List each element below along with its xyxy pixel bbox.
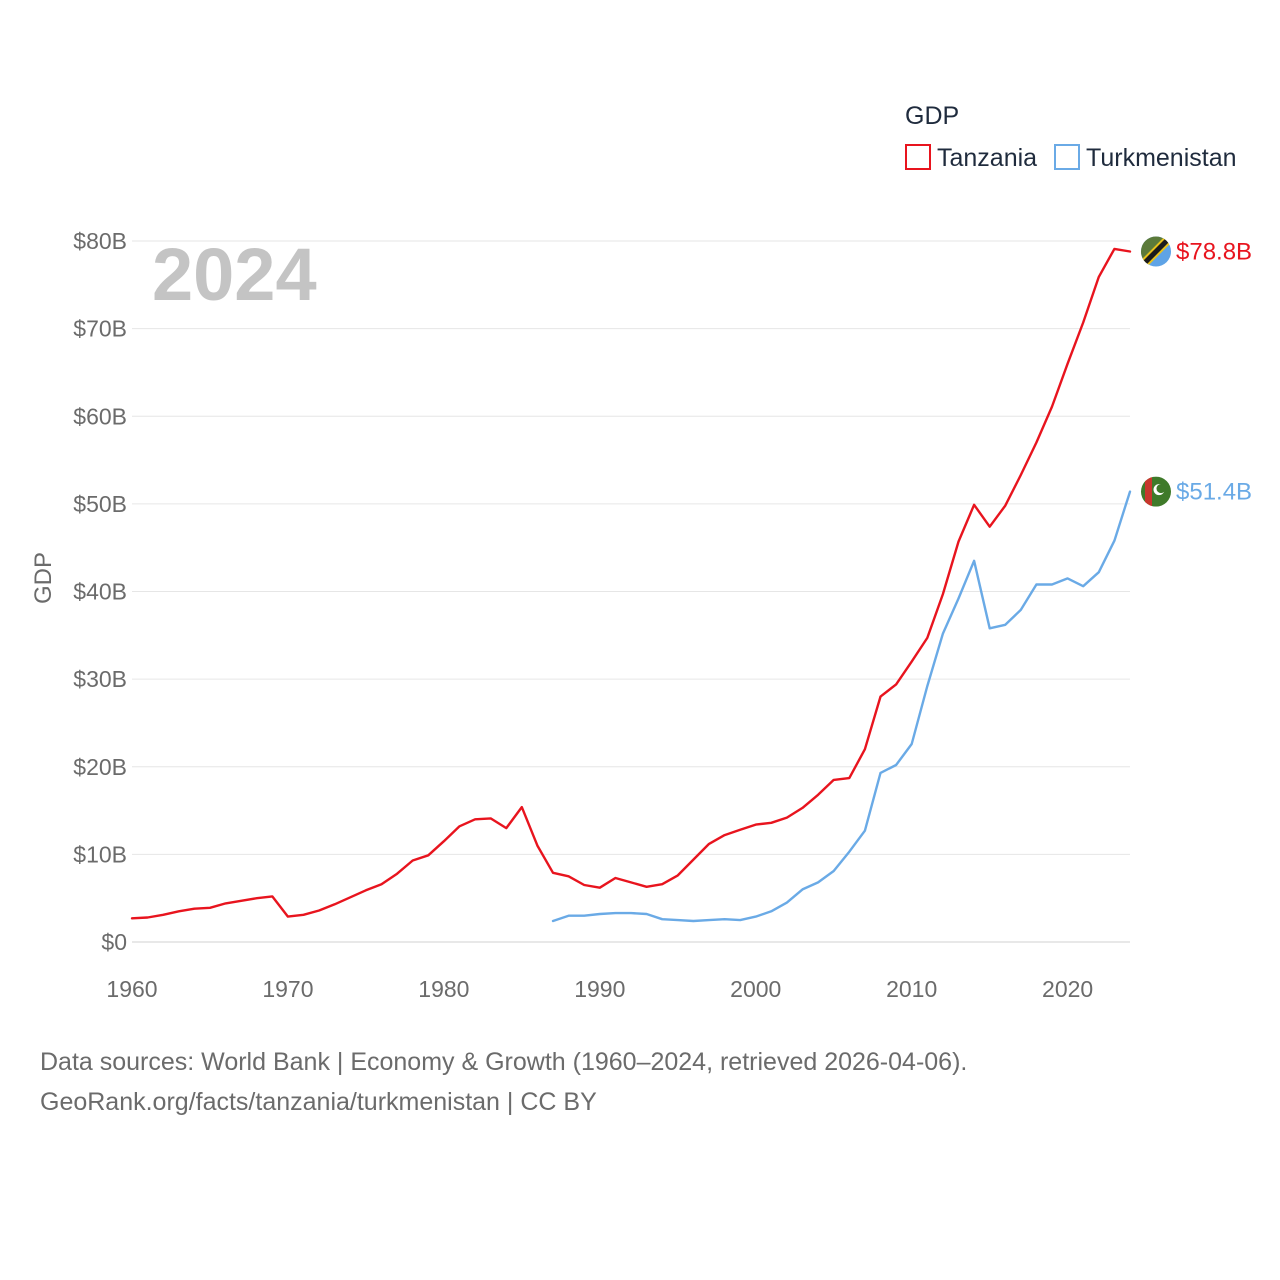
y-tick-label: $10B: [73, 841, 127, 867]
legend-swatch-turkmenistan: [1054, 144, 1080, 170]
flag-fill: [1141, 476, 1171, 507]
legend-item-tanzania[interactable]: Tanzania: [905, 144, 1037, 172]
x-tick-label: 1990: [574, 976, 625, 1002]
y-tick-label: $70B: [73, 316, 127, 342]
legend-label-turkmenistan: Turkmenistan: [1086, 144, 1237, 172]
legend: GDP Tanzania Turkmenistan: [905, 102, 1237, 172]
y-axis-title: GDP: [30, 552, 57, 604]
x-tick-label: 1960: [106, 976, 157, 1002]
y-tick-label: $60B: [73, 403, 127, 429]
end-value-label-turkmenistan: $51.4B: [1176, 479, 1252, 506]
gdp-line-chart: $0 $10B $20B $30B $40B $50B $60B $70B $80B 1960 19…: [30, 102, 1252, 1002]
y-tick-label: $50B: [73, 491, 127, 517]
source-url-line: GeoRank.org/facts/tanzania/turkmenistan …: [40, 1088, 597, 1116]
y-tick-label: $80B: [73, 228, 127, 254]
y-tick-label: $0: [101, 929, 127, 955]
legend-title: GDP: [905, 102, 959, 130]
x-tick-label: 2000: [730, 976, 781, 1002]
turkmenistan-flag-icon: [1141, 476, 1171, 507]
flag-crescent-cut: [1156, 484, 1166, 494]
y-tick-label: $20B: [73, 754, 127, 780]
year-watermark: 2024: [152, 233, 317, 316]
y-tick-label: $30B: [73, 666, 127, 692]
end-markers: $78.8B $51.4B: [1141, 236, 1252, 507]
tanzania-flag-icon: [1141, 236, 1171, 267]
series-line-turkmenistan: [551, 490, 1132, 923]
x-tick-label: 1980: [418, 976, 469, 1002]
source-line: Data sources: World Bank | Economy & Gro…: [40, 1048, 968, 1076]
x-tick-label: 2010: [886, 976, 937, 1002]
source-footer: Data sources: World Bank | Economy & Gro…: [40, 1042, 967, 1122]
x-tick-label: 1970: [262, 976, 313, 1002]
x-tick-label: 2020: [1042, 976, 1093, 1002]
series-line-tanzania: [130, 247, 1132, 920]
axes: $0 $10B $20B $30B $40B $50B $60B $70B $80B 1960 19…: [73, 228, 1093, 1002]
end-value-label-tanzania: $78.8B: [1176, 239, 1252, 266]
grid-lines: [132, 240, 1130, 943]
flag-red-stripe: [1145, 476, 1152, 507]
y-tick-label: $40B: [73, 579, 127, 605]
legend-item-turkmenistan[interactable]: Turkmenistan: [1054, 144, 1237, 172]
legend-label-tanzania: Tanzania: [937, 144, 1037, 172]
legend-swatch-tanzania: [905, 144, 931, 170]
series-lines: [130, 247, 1132, 923]
flag-fill: [1141, 236, 1171, 267]
